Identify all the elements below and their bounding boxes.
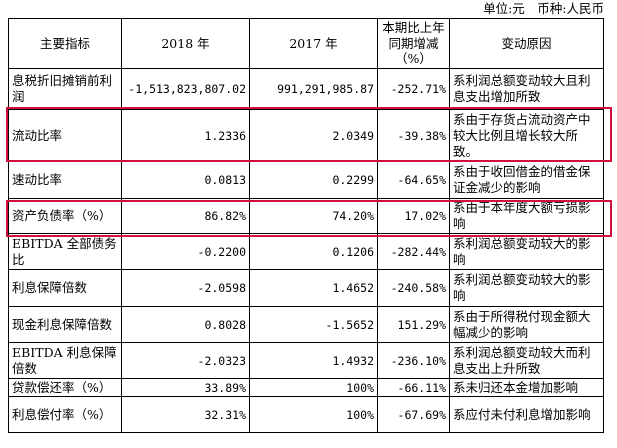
table-row: 速动比率 0.0813 0.2299 -64.65% 系由于收回借金的借金保证金… <box>8 161 604 199</box>
change-cell: -236.10% <box>377 342 450 379</box>
table-row: 利息偿付率（%） 32.31% 100% -67.69% 系应付未付利息增加影响 <box>8 396 604 433</box>
table-row: 流动比率 1.2336 2.0349 -39.38% 系由于存货占流动资产中较大… <box>8 109 604 162</box>
indicator-cell: 速动比率 <box>8 161 122 199</box>
reason-cell: 系未归还本金增加影响 <box>449 378 604 397</box>
reason-cell: 系由于所得税付现金额大幅减少的影响 <box>449 306 604 343</box>
value-2018-cell: -2.0323 <box>121 342 250 379</box>
change-cell: -39.38% <box>377 109 450 162</box>
value-2017-cell: 1.4932 <box>249 342 378 379</box>
financial-indicators-table: 主要指标 2018 年 2017 年 本期比上年同期增减（%） 变动原因 息税折… <box>8 18 604 433</box>
change-cell: -252.71% <box>377 68 450 110</box>
indicator-cell: 息税折旧摊销前利润 <box>8 68 122 110</box>
value-2017-cell: 991,291,985.87 <box>249 68 378 110</box>
indicator-cell: 利息偿付率（%） <box>8 396 122 433</box>
value-2017-cell: 100% <box>249 396 378 433</box>
indicator-cell: EBITDA 全部债务比 <box>8 233 122 270</box>
indicator-cell: 现金利息保障倍数 <box>8 306 122 343</box>
indicator-cell: 流动比率 <box>8 109 122 162</box>
table-row: EBITDA 全部债务比 -0.2200 0.1206 -282.44% 系利润… <box>8 233 604 270</box>
value-2017-cell: 2.0349 <box>249 109 378 162</box>
value-2018-cell: 86.82% <box>121 198 250 234</box>
indicator-cell: EBITDA 利息保障倍数 <box>8 342 122 379</box>
value-2017-cell: 100% <box>249 378 378 397</box>
value-2018-cell: 1.2336 <box>121 109 250 162</box>
value-2018-cell: 32.31% <box>121 396 250 433</box>
value-2017-cell: 74.20% <box>249 198 378 234</box>
value-2018-cell: 0.0813 <box>121 161 250 199</box>
value-2017-cell: 1.4652 <box>249 269 378 307</box>
table-row: 利息保障倍数 -2.0598 1.4652 -240.58% 系利润总额变动较大… <box>8 269 604 307</box>
change-cell: -282.44% <box>377 233 450 270</box>
change-cell: -67.69% <box>377 396 450 433</box>
change-cell: -240.58% <box>377 269 450 307</box>
change-cell: 151.29% <box>377 306 450 343</box>
change-cell: -66.11% <box>377 378 450 397</box>
table-header-row: 主要指标 2018 年 2017 年 本期比上年同期增减（%） 变动原因 <box>8 18 604 69</box>
value-2018-cell: 0.8028 <box>121 306 250 343</box>
table-row: 息税折旧摊销前利润 -1,513,823,807.02 991,291,985.… <box>8 68 604 110</box>
header-2017: 2017 年 <box>249 18 378 69</box>
reason-cell: 系利润总额变动较大的影响 <box>449 233 604 270</box>
header-indicator: 主要指标 <box>8 18 122 69</box>
change-cell: -64.65% <box>377 161 450 199</box>
table-row: 现金利息保障倍数 0.8028 -1.5652 151.29% 系由于所得税付现… <box>8 306 604 343</box>
header-change: 本期比上年同期增减（%） <box>377 18 450 69</box>
unit-currency-note: 单位:元 币种:人民币 <box>483 1 604 16</box>
value-2018-cell: -2.0598 <box>121 269 250 307</box>
reason-cell: 系由于存货占流动资产中较大比例且增长较大所致。 <box>449 109 604 162</box>
value-2018-cell: -1,513,823,807.02 <box>121 68 250 110</box>
table-row: 资产负债率（%） 86.82% 74.20% 17.02% 系由于本年度大额亏损… <box>8 198 604 234</box>
reason-cell: 系利润总额变动较大且利息支出增加所致 <box>449 68 604 110</box>
indicator-cell: 利息保障倍数 <box>8 269 122 307</box>
indicator-cell: 贷款偿还率（%） <box>8 378 122 397</box>
table-row: 贷款偿还率（%） 33.89% 100% -66.11% 系未归还本金增加影响 <box>8 378 604 397</box>
reason-cell: 系应付未付利息增加影响 <box>449 396 604 433</box>
value-2017-cell: 0.2299 <box>249 161 378 199</box>
reason-cell: 系利润总额变动较大的影响 <box>449 269 604 307</box>
change-cell: 17.02% <box>377 198 450 234</box>
table-row: EBITDA 利息保障倍数 -2.0323 1.4932 -236.10% 系利… <box>8 342 604 379</box>
reason-cell: 系由于收回借金的借金保证金减少的影响 <box>449 161 604 199</box>
value-2018-cell: 33.89% <box>121 378 250 397</box>
value-2018-cell: -0.2200 <box>121 233 250 270</box>
reason-cell: 系由于本年度大额亏损影响 <box>449 198 604 234</box>
reason-cell: 系利润总额变动较大而利息支出上升所致 <box>449 342 604 379</box>
header-reason: 变动原因 <box>449 18 604 69</box>
value-2017-cell: 0.1206 <box>249 233 378 270</box>
indicator-cell: 资产负债率（%） <box>8 198 122 234</box>
header-2018: 2018 年 <box>121 18 250 69</box>
value-2017-cell: -1.5652 <box>249 306 378 343</box>
